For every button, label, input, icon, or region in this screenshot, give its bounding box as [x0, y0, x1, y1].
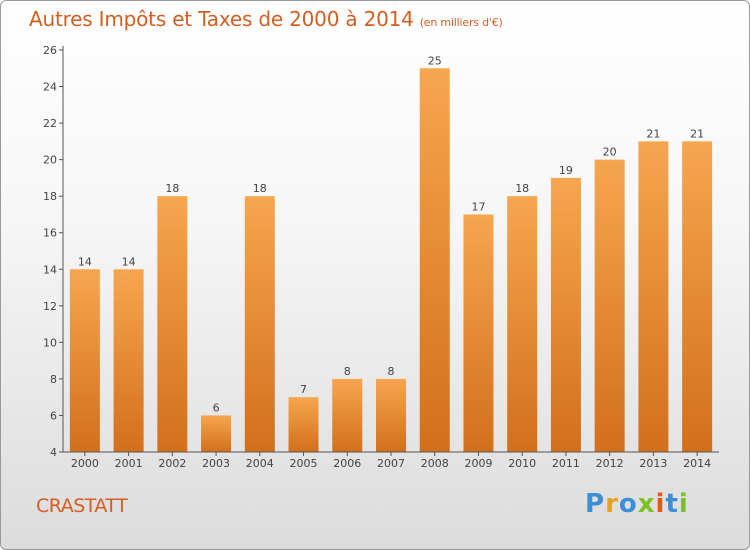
data-label: 6	[213, 401, 220, 414]
bar	[69, 269, 100, 452]
logo-letter: P	[585, 489, 606, 519]
x-tick-label: 2001	[115, 457, 143, 470]
bar	[376, 378, 406, 452]
y-tick-label: 22	[43, 117, 57, 130]
data-label: 21	[646, 127, 660, 140]
bar	[332, 378, 363, 452]
data-label: 18	[515, 182, 529, 195]
data-label: 18	[253, 182, 267, 195]
x-tick-label: 2006	[333, 457, 361, 470]
bar	[419, 68, 450, 452]
logo-letter: o	[618, 489, 638, 519]
bar	[201, 415, 232, 452]
data-label: 17	[471, 200, 485, 213]
data-label: 25	[428, 54, 442, 67]
data-label: 20	[603, 146, 617, 159]
y-tick-label: 12	[43, 300, 57, 313]
proxiti-logo: Proxiti	[585, 489, 689, 519]
x-tick-label: 2007	[377, 457, 405, 470]
bar	[288, 397, 319, 452]
chart-unit: (en milliers d'€)	[419, 16, 503, 29]
x-tick-label: 2002	[158, 457, 186, 470]
data-label: 8	[344, 365, 351, 378]
logo-letter: t	[665, 489, 679, 519]
x-tick-label: 2014	[683, 457, 711, 470]
chart-title: Autres Impôts et Taxes de 2000 à 2014 (en…	[29, 7, 503, 31]
y-tick-label: 10	[43, 336, 57, 349]
y-tick-label: 4	[50, 446, 57, 459]
logo-letter: x	[637, 489, 656, 519]
bar	[594, 159, 625, 453]
data-label: 8	[388, 365, 395, 378]
bar	[507, 196, 538, 452]
x-tick-label: 2011	[552, 457, 580, 470]
logo-letter: i	[655, 489, 666, 519]
y-tick-label: 20	[43, 154, 57, 167]
x-tick-label: 2010	[508, 457, 536, 470]
bar	[550, 177, 581, 452]
y-tick-label: 14	[43, 263, 57, 276]
x-tick-label: 2000	[71, 457, 99, 470]
logo-letter: r	[605, 489, 619, 519]
x-tick-label: 2008	[421, 457, 449, 470]
data-label: 14	[122, 255, 136, 268]
y-tick-label: 8	[50, 373, 57, 386]
chart-title-text: Autres Impôts et Taxes de 2000 à 2014	[29, 7, 414, 31]
bar	[682, 141, 713, 452]
bar	[157, 196, 188, 452]
x-tick-label: 2004	[246, 457, 274, 470]
y-tick-label: 16	[43, 227, 57, 240]
place-name: CRASTATT	[36, 495, 128, 517]
bar	[113, 269, 144, 452]
y-tick-label: 24	[43, 81, 57, 94]
data-label: 7	[300, 383, 307, 396]
bar	[463, 214, 494, 452]
y-tick-label: 18	[43, 190, 57, 203]
x-tick-label: 2012	[596, 457, 624, 470]
x-tick-label: 2013	[639, 457, 667, 470]
logo-letter: i	[678, 489, 689, 519]
bar	[638, 141, 669, 452]
data-label: 18	[165, 182, 179, 195]
x-tick-label: 2009	[464, 457, 492, 470]
y-tick-label: 6	[50, 409, 57, 422]
bar	[244, 196, 275, 452]
y-tick-label: 26	[43, 44, 57, 57]
x-tick-label: 2003	[202, 457, 230, 470]
x-tick-label: 2005	[290, 457, 318, 470]
data-label: 14	[78, 255, 92, 268]
data-label: 19	[559, 164, 573, 177]
data-label: 21	[690, 127, 704, 140]
